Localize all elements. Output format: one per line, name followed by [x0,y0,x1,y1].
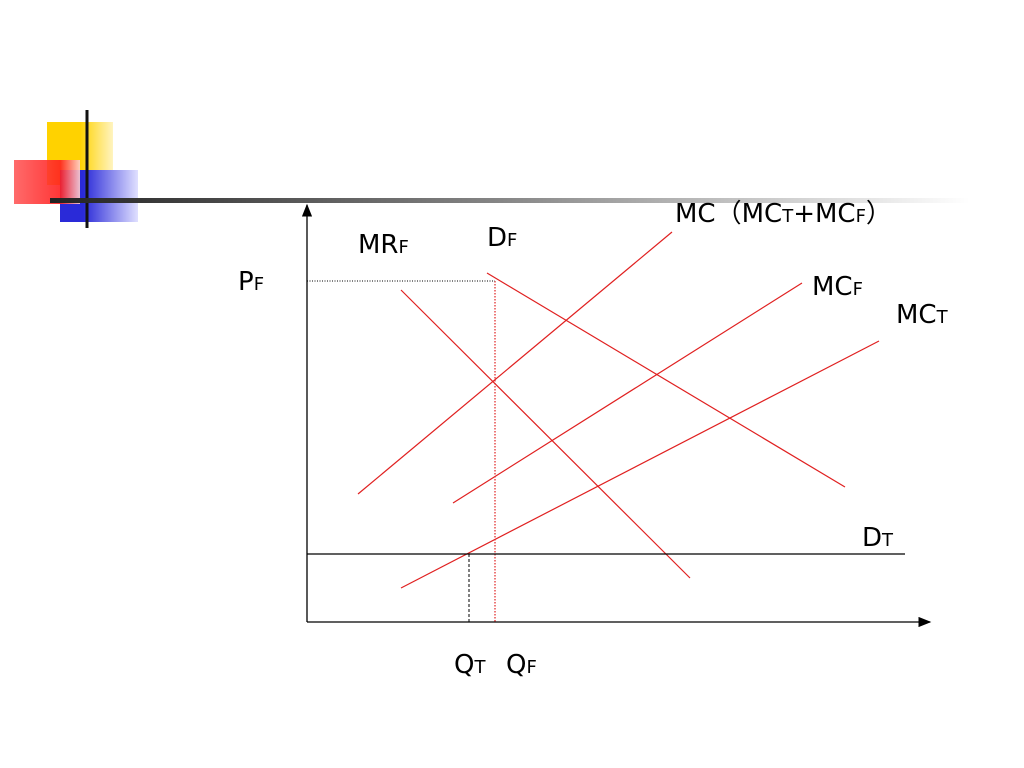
label-text: Q [506,650,526,680]
d-f-curve [486,272,846,488]
curve-label: MC（MCT+MCF） [675,199,892,229]
label-subscript: F [526,657,536,678]
curves [357,231,880,622]
curve-label: PF [238,267,264,297]
curve-label: MCT [896,300,949,330]
label-subscript: T [781,206,794,227]
label-text: D [487,223,507,253]
label-text: Q [454,650,474,680]
logo [14,110,138,228]
mc-f-curve [452,282,803,504]
mc-total-curve [357,231,673,495]
label-subscript: T [473,657,486,678]
mr-f-curve [400,289,691,579]
label-text: D [862,523,882,553]
label-text: MR [358,230,399,260]
axes [301,203,932,628]
curve-label: MCF [812,272,863,302]
label-subscript: F [254,274,264,295]
curve-label: DF [487,223,517,253]
label-subscript: F [856,206,866,227]
label-subscript: F [507,230,517,251]
label-text: ） [866,199,892,229]
curve-label: MRF [358,230,409,260]
label-text: MC [896,300,937,330]
curve-label: QF [506,650,537,680]
label-subscript: T [881,530,894,551]
label-text: MC [812,272,853,302]
label-subscript: F [853,279,863,300]
label-subscript: F [399,237,409,258]
curve-label: QT [454,650,486,680]
mc-t-curve [400,340,880,589]
label-text: MC（MC [675,199,782,229]
label-text: P [238,267,254,297]
label-subscript: T [936,307,949,328]
curve-label: DT [862,523,894,553]
label-text: +MC [793,199,855,229]
header-rule [50,198,970,203]
